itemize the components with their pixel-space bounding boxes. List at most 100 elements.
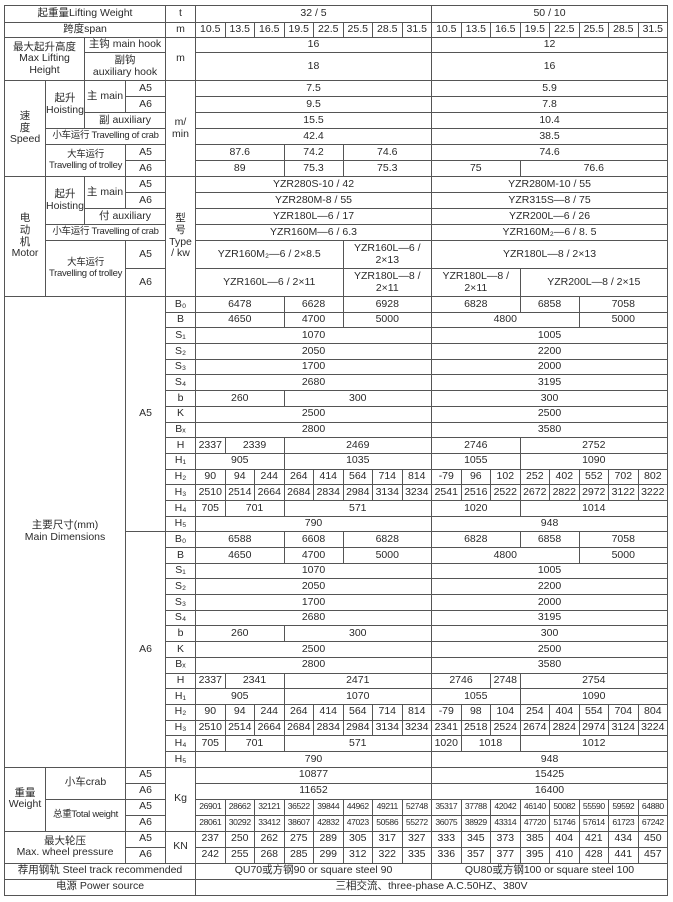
value-cell: 260 [195,390,285,407]
value-cell: 104 [490,703,521,721]
value-cell: 2339 [224,437,285,454]
table-row: S₂ 2050 2200 [5,343,669,360]
unit-label: 型 号 Type / kw [165,176,196,297]
value-cell: 571 [283,735,433,752]
value-cell: 75 [431,160,521,177]
value-cell: 52748 [401,798,433,816]
value-cell: 2672 [519,484,551,501]
dimension-symbol: S₄ [165,609,196,627]
value-cell: 1070 [194,327,433,345]
grade-label: A6 [125,782,166,800]
dimension-symbol: S₄ [165,374,196,392]
value-cell: 260 [195,625,285,643]
value-cell: YZR180L—6 / 17 [194,208,433,225]
value-cell: 704 [608,703,639,721]
value-cell: 5000 [342,547,433,564]
value-cell: 15.5 [194,112,433,129]
value-cell: 252 [519,468,551,486]
trolley-travel-label: 大车运行 Travelling of trolley [45,240,126,297]
main-hook-label: 主钩 main hook [84,37,166,53]
value-cell: 6858 [519,531,580,548]
table-row: H 2337 2339 2469 2746 2752 [5,437,669,454]
dimension-symbol: K [165,641,196,658]
value-cell: 305 [342,830,373,848]
dimension-symbol: S₃ [165,594,196,611]
value-cell: 2500 [194,405,433,423]
dimension-symbol: Bₓ [165,421,196,439]
value-cell: 285 [283,846,314,864]
hoisting-label: 起升 Hoisting [45,80,85,129]
table-row: S₃ 1700 2000 [5,594,669,611]
value-cell: 404 [549,703,580,721]
value-cell: 336 [431,846,462,864]
value-cell: 11652 [194,782,433,800]
value-cell: 3234 [401,484,433,501]
grade-label: A5 [125,798,166,816]
dimension-symbol: B₀ [165,296,196,313]
value-cell: 96 [460,468,492,486]
value-cell: 345 [460,830,492,848]
value-cell: 6928 [342,296,433,313]
dimension-symbol: H₂ [165,468,196,486]
weight-label: 重量 Weight [4,766,46,832]
value-cell: 6608 [283,531,344,548]
table-row: H₁ 905 1035 1055 1090 [5,452,669,470]
auxiliary-label: 付 auxiliary [84,208,166,225]
value-cell: 55590 [578,798,610,816]
unit-label: KN [165,830,196,864]
value-cell: 2684 [283,719,314,737]
value-cell: 1055 [431,452,521,470]
value-cell: 421 [578,830,610,848]
value-cell: 2824 [549,719,580,737]
dimension-symbol: b [165,625,196,643]
value-cell: 564 [342,703,373,721]
dimension-symbol: H₄ [165,499,196,517]
value-cell: 2500 [431,405,669,423]
value-cell: 三相交流、three-phase A.C.50HZ、380V [194,878,669,896]
value-cell: 2050 [194,343,433,360]
value-cell: 255 [224,846,255,864]
main-label: 主 main [84,80,126,113]
dimension-symbol: H₃ [165,719,196,737]
value-cell: 701 [224,499,285,517]
table-row: 电 动 机 Motor 起升 Hoisting 主 main A5 型 号 Type /… [4,176,669,297]
value-cell: 12 [431,37,669,53]
value-cell: 262 [254,830,285,848]
value-cell: 16 [431,52,669,81]
value-cell: 6628 [283,296,344,313]
value-cell: 4700 [283,311,344,329]
value-cell: 2680 [194,374,433,392]
value-cell: 22.5 [549,22,580,38]
unit-label: m/ min [165,80,196,177]
max-lifting-height-label: 最大起升高度 Max Lifting Height [4,37,85,81]
value-cell: 6828 [431,531,521,548]
value-cell: 15425 [431,766,669,784]
value-cell: 373 [490,830,521,848]
value-cell: 3124 [608,719,639,737]
table-row: B 4650 4700 5000 4800 5000 [5,547,669,564]
value-cell: 37788 [460,798,492,816]
grade-label: A6 [125,160,166,177]
value-cell: 3195 [431,374,669,392]
value-cell: 32 / 5 [194,5,433,23]
value-cell: 2752 [519,437,669,454]
table-row: 速 度 Speed 起升 Hoisting 主 main A5 m/ min 7.5 5.9 [4,80,669,177]
dimension-symbol: S₁ [165,562,196,580]
grade-label: A5 [125,80,166,97]
crab-travel-label: 小车运行 Travelling of crab [45,224,166,241]
value-cell: 2680 [194,609,433,627]
value-cell: 1055 [431,688,521,705]
value-cell: 404 [549,830,580,848]
value-cell: 2834 [313,719,344,737]
grade-label: A6 [125,192,166,209]
value-cell: 28.5 [608,22,639,38]
dimension-symbol: H₅ [165,515,196,533]
value-cell: 16.5 [254,22,285,38]
dimension-symbol: H [165,437,196,454]
value-cell: 701 [224,735,285,752]
value-cell: 2510 [195,484,226,501]
table-row: 跨度span m 10.5 13.5 16.5 19.5 22.5 25.5 28.5 31.5 1… [4,22,669,38]
value-cell: 410 [549,846,580,864]
table-row: 大车运行 Travelling of trolley A5 YZR160M₂—6 /… [5,240,669,297]
value-cell: 948 [431,515,669,533]
